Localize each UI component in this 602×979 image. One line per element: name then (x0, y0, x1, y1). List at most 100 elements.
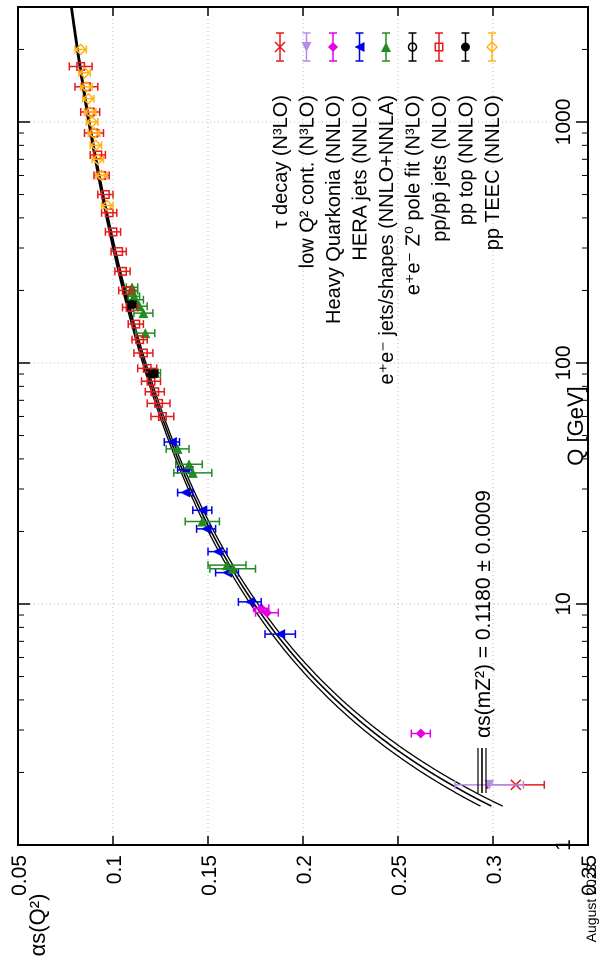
point-marker (150, 387, 160, 397)
legend-item: low Q² cont. (N³LO) (297, 32, 319, 268)
data-point (165, 443, 190, 454)
legend-item: Heavy Quarkonia (NNLO) (323, 32, 345, 324)
point-marker (121, 285, 131, 295)
legend-label: pp/pp̄ jets (NLO) (429, 95, 451, 242)
point-marker (95, 169, 108, 182)
x-axis-label: Q [GeV] (563, 386, 588, 465)
point-marker (138, 348, 148, 358)
alpha-tick-label: 0.1 (103, 855, 126, 884)
legend-marker (354, 42, 365, 52)
point-marker (100, 190, 110, 200)
legend-label: HERA jets (NNLO) (350, 95, 372, 261)
point-marker (118, 266, 127, 276)
point-marker (180, 487, 191, 498)
legend-marker (328, 42, 338, 52)
band-legend: αs(mZ²) = 0.1180 ± 0.0009 (472, 490, 495, 793)
point-marker (131, 319, 141, 329)
q-tick-label: 1 (552, 839, 575, 851)
data-point (114, 266, 131, 276)
point-marker (127, 299, 137, 309)
data-point (176, 487, 194, 498)
data-point (173, 467, 213, 478)
legend-marker (407, 42, 418, 52)
grid (18, 7, 588, 845)
point-marker (244, 596, 255, 607)
data-point (100, 199, 114, 212)
data-point (127, 299, 137, 309)
point-marker (86, 115, 99, 129)
point-marker (135, 335, 145, 345)
point-marker (166, 437, 177, 448)
point-marker (142, 363, 152, 373)
point-marker (84, 105, 97, 119)
point-marker (201, 523, 212, 534)
data-point (207, 546, 228, 557)
legend-marker (301, 42, 312, 52)
legend-marker (434, 42, 444, 52)
alpha-tick-label: 0.15 (198, 855, 221, 896)
point-marker (197, 516, 208, 527)
data-point (146, 398, 171, 408)
data-point (264, 629, 297, 640)
band-label: αs(mZ²) = 0.1180 ± 0.0009 (472, 490, 495, 738)
legend-item: τ decay (N³LO) (270, 32, 292, 229)
data-point (184, 516, 221, 527)
alpha-tick-label: 0.35 (578, 855, 601, 896)
legend: τ decay (N³LO) low Q² cont. (N³LO) Heavy Q… (270, 32, 504, 385)
data-point (209, 563, 257, 574)
date-footnote: August 2023 (583, 863, 599, 942)
legend-label: e⁺e⁻ Z⁰ pole fit (N³LO) (403, 95, 425, 295)
data-point (97, 190, 114, 200)
data-point (117, 285, 135, 295)
point-marker (197, 505, 208, 516)
data-point (79, 80, 93, 93)
point-marker (184, 459, 194, 470)
point-marker (76, 61, 86, 71)
point-marker (101, 199, 114, 212)
legend-marker (485, 40, 499, 54)
point-marker (74, 43, 87, 56)
legend-item: pp TEEC (NNLO) (482, 32, 504, 250)
point-marker (227, 563, 238, 574)
legend-label: τ decay (N³LO) (270, 95, 292, 229)
data-point (410, 728, 432, 739)
alpha-tick-label: 0.2 (293, 855, 316, 884)
data-point (150, 411, 175, 421)
point-marker (91, 153, 104, 166)
point-marker (256, 603, 267, 614)
data-point (127, 319, 145, 329)
point-marker (212, 546, 223, 557)
data-point (144, 387, 166, 397)
data-point (252, 603, 270, 614)
point-marker (157, 411, 167, 421)
point-marker (484, 779, 495, 790)
data-point (133, 348, 154, 358)
point-marker (82, 92, 95, 105)
q-tick-label: 1000 (552, 99, 575, 146)
legend-marker (381, 42, 391, 52)
data-point (85, 115, 99, 129)
data-point (89, 139, 103, 152)
q-tick-label: 10 (552, 592, 575, 615)
legend-item: pp top (NNLO) (456, 32, 478, 225)
legend-marker (461, 42, 470, 52)
point-marker (172, 443, 183, 454)
legend-label: pp top (NNLO) (456, 95, 478, 225)
point-marker (114, 247, 124, 257)
data-point (237, 596, 262, 607)
point-marker (80, 80, 93, 93)
point-marker (138, 308, 149, 319)
point-marker (78, 66, 91, 79)
axis-ticks: 0.05 0.1 0.15 0.2 0.25 0.3 0.351 10 100 1000 (8, 7, 601, 896)
legend-label: low Q² cont. (N³LO) (297, 95, 319, 268)
alpha-tick-label: 0.25 (388, 855, 411, 896)
point-marker (89, 139, 102, 152)
data-point (195, 523, 217, 534)
data-point (68, 61, 93, 71)
data-point (148, 369, 158, 379)
data-point (95, 169, 109, 182)
point-marker (128, 291, 139, 302)
point-marker (108, 227, 118, 237)
legend-label: Heavy Quarkonia (NNLO) (323, 95, 345, 324)
